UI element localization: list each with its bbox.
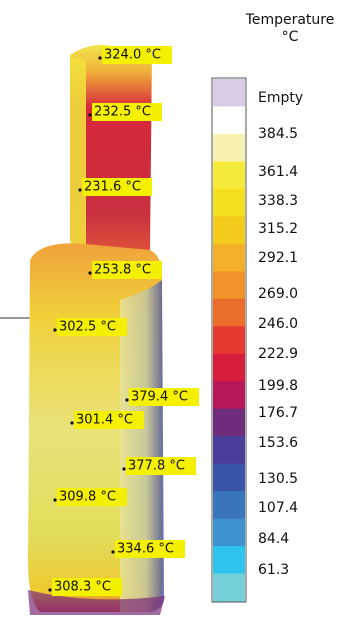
- legend-label: 130.5: [258, 471, 298, 487]
- legend-swatch: [213, 299, 245, 327]
- legend-swatch: [213, 216, 245, 244]
- legend-swatch: [213, 546, 245, 574]
- legend-swatch: [213, 79, 245, 107]
- annotation-label: 231.6 °C: [84, 180, 141, 195]
- legend-label: 61.3: [258, 562, 289, 578]
- annotation-point: [88, 271, 91, 274]
- annotation-point: [88, 113, 91, 116]
- annotation-point: [111, 550, 114, 553]
- legend-label: 222.9: [258, 346, 298, 362]
- annotation-point: [53, 498, 56, 501]
- page: {"legend":{"title":"Temperature","unit":…: [0, 0, 354, 630]
- legend-swatch: [213, 436, 245, 464]
- legend-swatch: [213, 271, 245, 299]
- annotation-label: 324.0 °C: [104, 48, 161, 63]
- legend-label: 107.4: [258, 500, 298, 516]
- annotation-point: [78, 188, 81, 191]
- legend-swatch: [213, 491, 245, 519]
- annotation-point: [53, 328, 56, 331]
- legend-swatch: [213, 464, 245, 492]
- annotation-label: 308.3 °C: [54, 580, 111, 595]
- annotation-label: 253.8 °C: [94, 263, 151, 278]
- annotation-point: [98, 56, 101, 59]
- legend-label: 361.4: [258, 164, 298, 180]
- legend-swatch: [213, 134, 245, 162]
- legend-unit: °C: [282, 29, 299, 45]
- legend-swatch: [213, 244, 245, 272]
- neck-side: [70, 55, 86, 255]
- annotation-label: 301.4 °C: [76, 413, 133, 428]
- legend-swatch: [213, 574, 245, 602]
- annotation-point: [125, 398, 128, 401]
- legend-swatch: [213, 161, 245, 189]
- legend-label: 384.5: [258, 126, 298, 142]
- legend-swatch: [213, 519, 245, 547]
- legend-label: 84.4: [258, 531, 289, 547]
- legend-label: 338.3: [258, 193, 298, 209]
- legend-label: 153.6: [258, 435, 298, 451]
- legend-label: 176.7: [258, 405, 298, 421]
- annotation-label: 232.5 °C: [94, 105, 151, 120]
- annotation-label: 377.8 °C: [128, 459, 185, 474]
- annotation-label: 309.8 °C: [59, 490, 116, 505]
- annotation-label: 302.5 °C: [59, 320, 116, 335]
- legend-swatch: [213, 354, 245, 382]
- annotation-label: 334.6 °C: [117, 542, 174, 557]
- legend-label: 292.1: [258, 250, 298, 266]
- legend-swatch: [213, 409, 245, 437]
- annotation-label: 379.4 °C: [131, 390, 188, 405]
- legend-label: 269.0: [258, 286, 298, 302]
- annotation-point: [70, 421, 73, 424]
- legend-label: 246.0: [258, 316, 298, 332]
- figure: Temperature °C Empty 384.5 361.4 338.3 315.2…: [0, 0, 354, 630]
- legend-swatch: [213, 189, 245, 217]
- legend-swatch: [213, 381, 245, 409]
- legend-swatch: [213, 106, 245, 134]
- legend-label: Empty: [258, 90, 303, 106]
- annotation-point: [48, 588, 51, 591]
- legend-swatch: [213, 326, 245, 354]
- annotation-point: [122, 467, 125, 470]
- legend-title: Temperature: [245, 12, 335, 28]
- legend-label: 315.2: [258, 221, 298, 237]
- legend-label: 199.8: [258, 378, 298, 394]
